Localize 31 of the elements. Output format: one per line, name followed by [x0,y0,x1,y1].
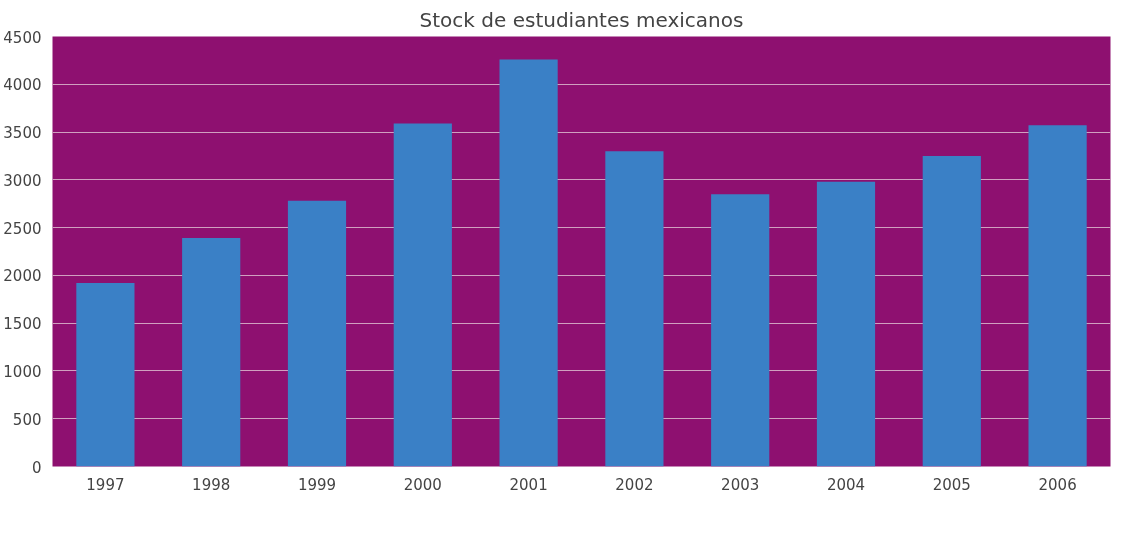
x-tick-label: 1997 [86,475,125,494]
chart-title: Stock de estudiantes mexicanos [419,7,744,32]
y-tick-label: 1000 [3,362,42,381]
bar [711,194,770,467]
x-tick-label: 2001 [509,475,548,494]
y-tick-label: 2000 [3,267,42,286]
y-tick-label: 4500 [3,28,42,47]
x-tick-label: 2000 [403,475,442,494]
bar [76,283,135,467]
bar [182,238,241,467]
y-tick-label: 3500 [3,124,42,143]
bar [393,123,452,467]
y-tick-label: 4000 [3,76,42,95]
x-tick-label: 2005 [932,475,971,494]
x-tick-label: 2003 [721,475,760,494]
bar [816,181,876,467]
x-tick-label: 2004 [826,475,866,494]
y-tick-label: 2500 [3,219,42,238]
y-tick-label: 0 [31,458,42,477]
y-tick-label: 500 [12,410,42,429]
x-tick-label: 2006 [1038,475,1077,494]
y-tick-label: 3000 [3,171,42,190]
bar [287,200,347,467]
bar [605,151,664,467]
bar [1028,125,1087,467]
bar [499,59,558,467]
y-tick-label: 1500 [3,315,42,334]
x-tick-label: 2002 [615,475,654,494]
bar [922,155,981,467]
x-tick-label: 1999 [297,475,337,494]
x-tick-label: 1998 [192,475,231,494]
